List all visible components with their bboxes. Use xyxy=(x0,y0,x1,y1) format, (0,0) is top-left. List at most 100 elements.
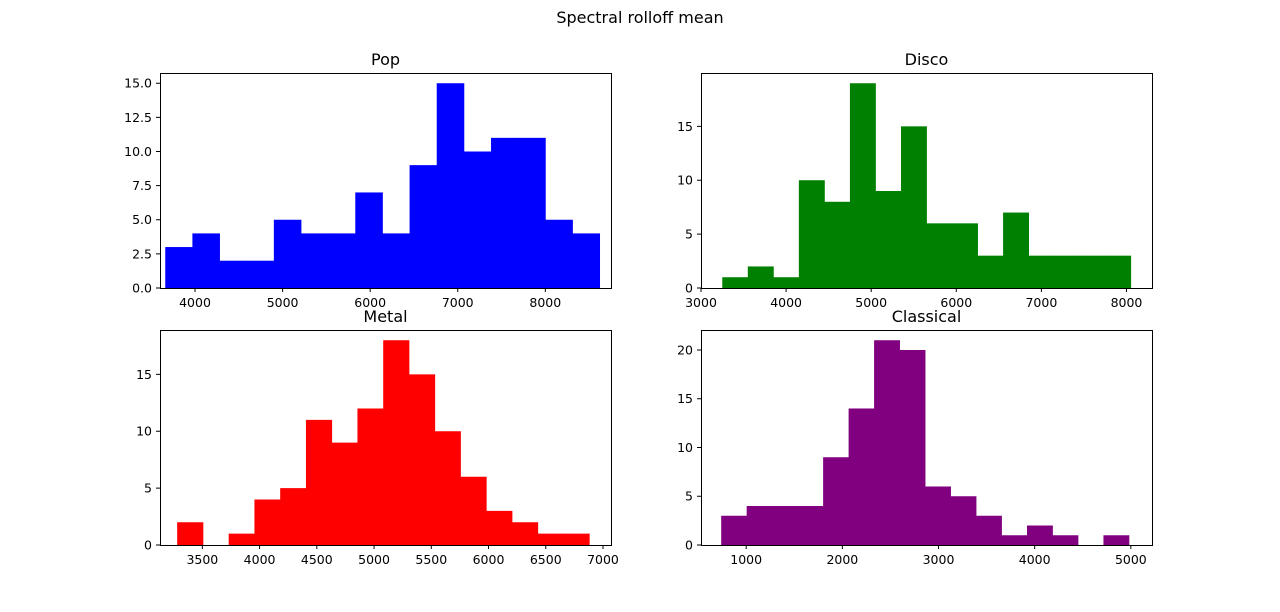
disco-y-tick-label: 15 xyxy=(677,119,693,134)
classical-histogram: 1000 2000 3000 4000 5000 0 5 10 15 20 Classical xyxy=(677,307,1153,567)
classical-y-tick-label: 10 xyxy=(677,440,693,455)
metal-x-tick-label: 6500 xyxy=(530,552,562,567)
disco-x-tick-label: 7000 xyxy=(1025,295,1057,310)
disco-bar xyxy=(875,191,902,288)
classical-x-tick-label: 4000 xyxy=(1019,552,1051,567)
metal-y-tick-label: 10 xyxy=(136,424,152,439)
pop-bar xyxy=(219,260,248,288)
pop-x-tick-label: 5000 xyxy=(267,295,299,310)
disco-bar xyxy=(1079,255,1106,288)
metal-histogram: 3500 4000 4500 5000 5500 6000 6500 7000 0 5 10 15 Me… xyxy=(136,307,619,567)
disco-bar xyxy=(977,255,1004,288)
pop-y-tick-label: 5.0 xyxy=(132,212,152,227)
pop-y-tick-label: 12.5 xyxy=(124,110,152,125)
metal-bar xyxy=(537,533,564,545)
disco-x-tick-label: 8000 xyxy=(1111,295,1143,310)
classical-y-tick-label: 0 xyxy=(685,538,693,553)
classical-bar xyxy=(721,515,748,545)
metal-y-tick-label: 15 xyxy=(136,367,152,382)
classical-y-tick-label: 15 xyxy=(677,391,693,406)
classical-y-tick-label: 20 xyxy=(677,342,693,357)
disco-bar xyxy=(798,180,825,288)
metal-bar xyxy=(357,408,384,545)
classical-bar xyxy=(925,486,951,545)
pop-bar xyxy=(328,233,356,288)
classical-panel-title: Classical xyxy=(892,307,962,326)
disco-bar xyxy=(824,201,851,288)
pop-bar xyxy=(545,219,573,288)
disco-bar xyxy=(1105,255,1132,288)
pop-bar xyxy=(273,219,302,288)
classical-bar xyxy=(797,505,824,545)
pop-bar xyxy=(165,247,193,288)
pop-y-tick-label: 2.5 xyxy=(132,246,152,261)
classical-bar xyxy=(823,457,850,545)
disco-bar xyxy=(900,126,927,289)
disco-bar xyxy=(747,266,774,288)
metal-bar xyxy=(563,533,590,545)
metal-x-tick-label: 6000 xyxy=(473,552,505,567)
metal-x-tick-label: 4000 xyxy=(244,552,276,567)
classical-axes-frame xyxy=(701,330,1153,546)
disco-bar xyxy=(722,277,749,288)
classical-bar xyxy=(1026,525,1053,545)
pop-x-tick-label: 7000 xyxy=(442,295,474,310)
classical-x-tick-label: 5000 xyxy=(1115,552,1147,567)
pop-bar xyxy=(518,137,546,288)
disco-y-tick-label: 0 xyxy=(685,281,693,296)
disco-panel-title: Disco xyxy=(905,50,949,69)
disco-bar xyxy=(926,223,953,288)
disco-x-tick-label: 6000 xyxy=(940,295,972,310)
disco-axes-frame xyxy=(701,73,1153,289)
classical-x-tick-label: 1000 xyxy=(730,552,762,567)
metal-bar xyxy=(511,522,539,545)
classical-bar xyxy=(950,496,977,545)
metal-bar xyxy=(177,522,204,545)
pop-x-tick-label: 6000 xyxy=(354,295,386,310)
metal-bar xyxy=(305,419,333,545)
metal-x-tick-label: 4500 xyxy=(301,552,333,567)
pop-panel-title: Pop xyxy=(371,50,400,69)
pop-histogram: 4000 5000 6000 7000 8000 0.0 2.5 5.0 7.5 10.0 12.5… xyxy=(124,50,612,310)
pop-x-tick-label: 8000 xyxy=(529,295,561,310)
metal-bar xyxy=(486,510,513,545)
pop-y-tick-label: 0.0 xyxy=(132,281,152,296)
classical-bar xyxy=(1001,535,1028,545)
metal-y-tick-label: 5 xyxy=(144,481,152,496)
pop-bar xyxy=(246,260,275,288)
classical-y-tick-label: 5 xyxy=(685,489,693,504)
metal-bar xyxy=(383,340,410,545)
disco-x-tick-label: 5000 xyxy=(855,295,887,310)
metal-panel-title: Metal xyxy=(363,307,407,326)
metal-axes-frame xyxy=(160,330,612,546)
pop-bar xyxy=(192,233,220,288)
disco-y-tick-label: 10 xyxy=(677,173,693,188)
disco-bar xyxy=(1054,255,1081,288)
pop-y-tick-label: 10.0 xyxy=(124,144,152,159)
metal-x-tick-label: 5000 xyxy=(358,552,390,567)
disco-x-tick-label: 3000 xyxy=(685,295,717,310)
metal-x-tick-label: 7000 xyxy=(587,552,619,567)
classical-bar xyxy=(1103,535,1130,545)
classical-bar xyxy=(772,505,799,545)
classical-bar xyxy=(1052,535,1079,545)
metal-x-tick-label: 3500 xyxy=(186,552,218,567)
metal-y-tick-label: 0 xyxy=(144,538,152,553)
disco-x-tick-label: 4000 xyxy=(770,295,802,310)
metal-bar xyxy=(280,488,307,545)
metal-x-tick-label: 5500 xyxy=(415,552,447,567)
classical-bar xyxy=(848,408,875,545)
metal-bar xyxy=(228,533,255,545)
disco-bar xyxy=(773,277,800,288)
pop-bar xyxy=(491,137,519,288)
disco-histogram: 3000 4000 5000 6000 7000 8000 0 5 10 15 Disco xyxy=(677,50,1153,310)
pop-bar xyxy=(382,233,410,288)
disco-bar xyxy=(952,223,978,288)
metal-bar xyxy=(460,476,487,545)
pop-bar xyxy=(572,233,601,288)
pop-bar xyxy=(409,165,438,288)
metal-bar xyxy=(408,374,436,545)
disco-bar xyxy=(849,83,876,288)
pop-bar xyxy=(463,151,492,288)
